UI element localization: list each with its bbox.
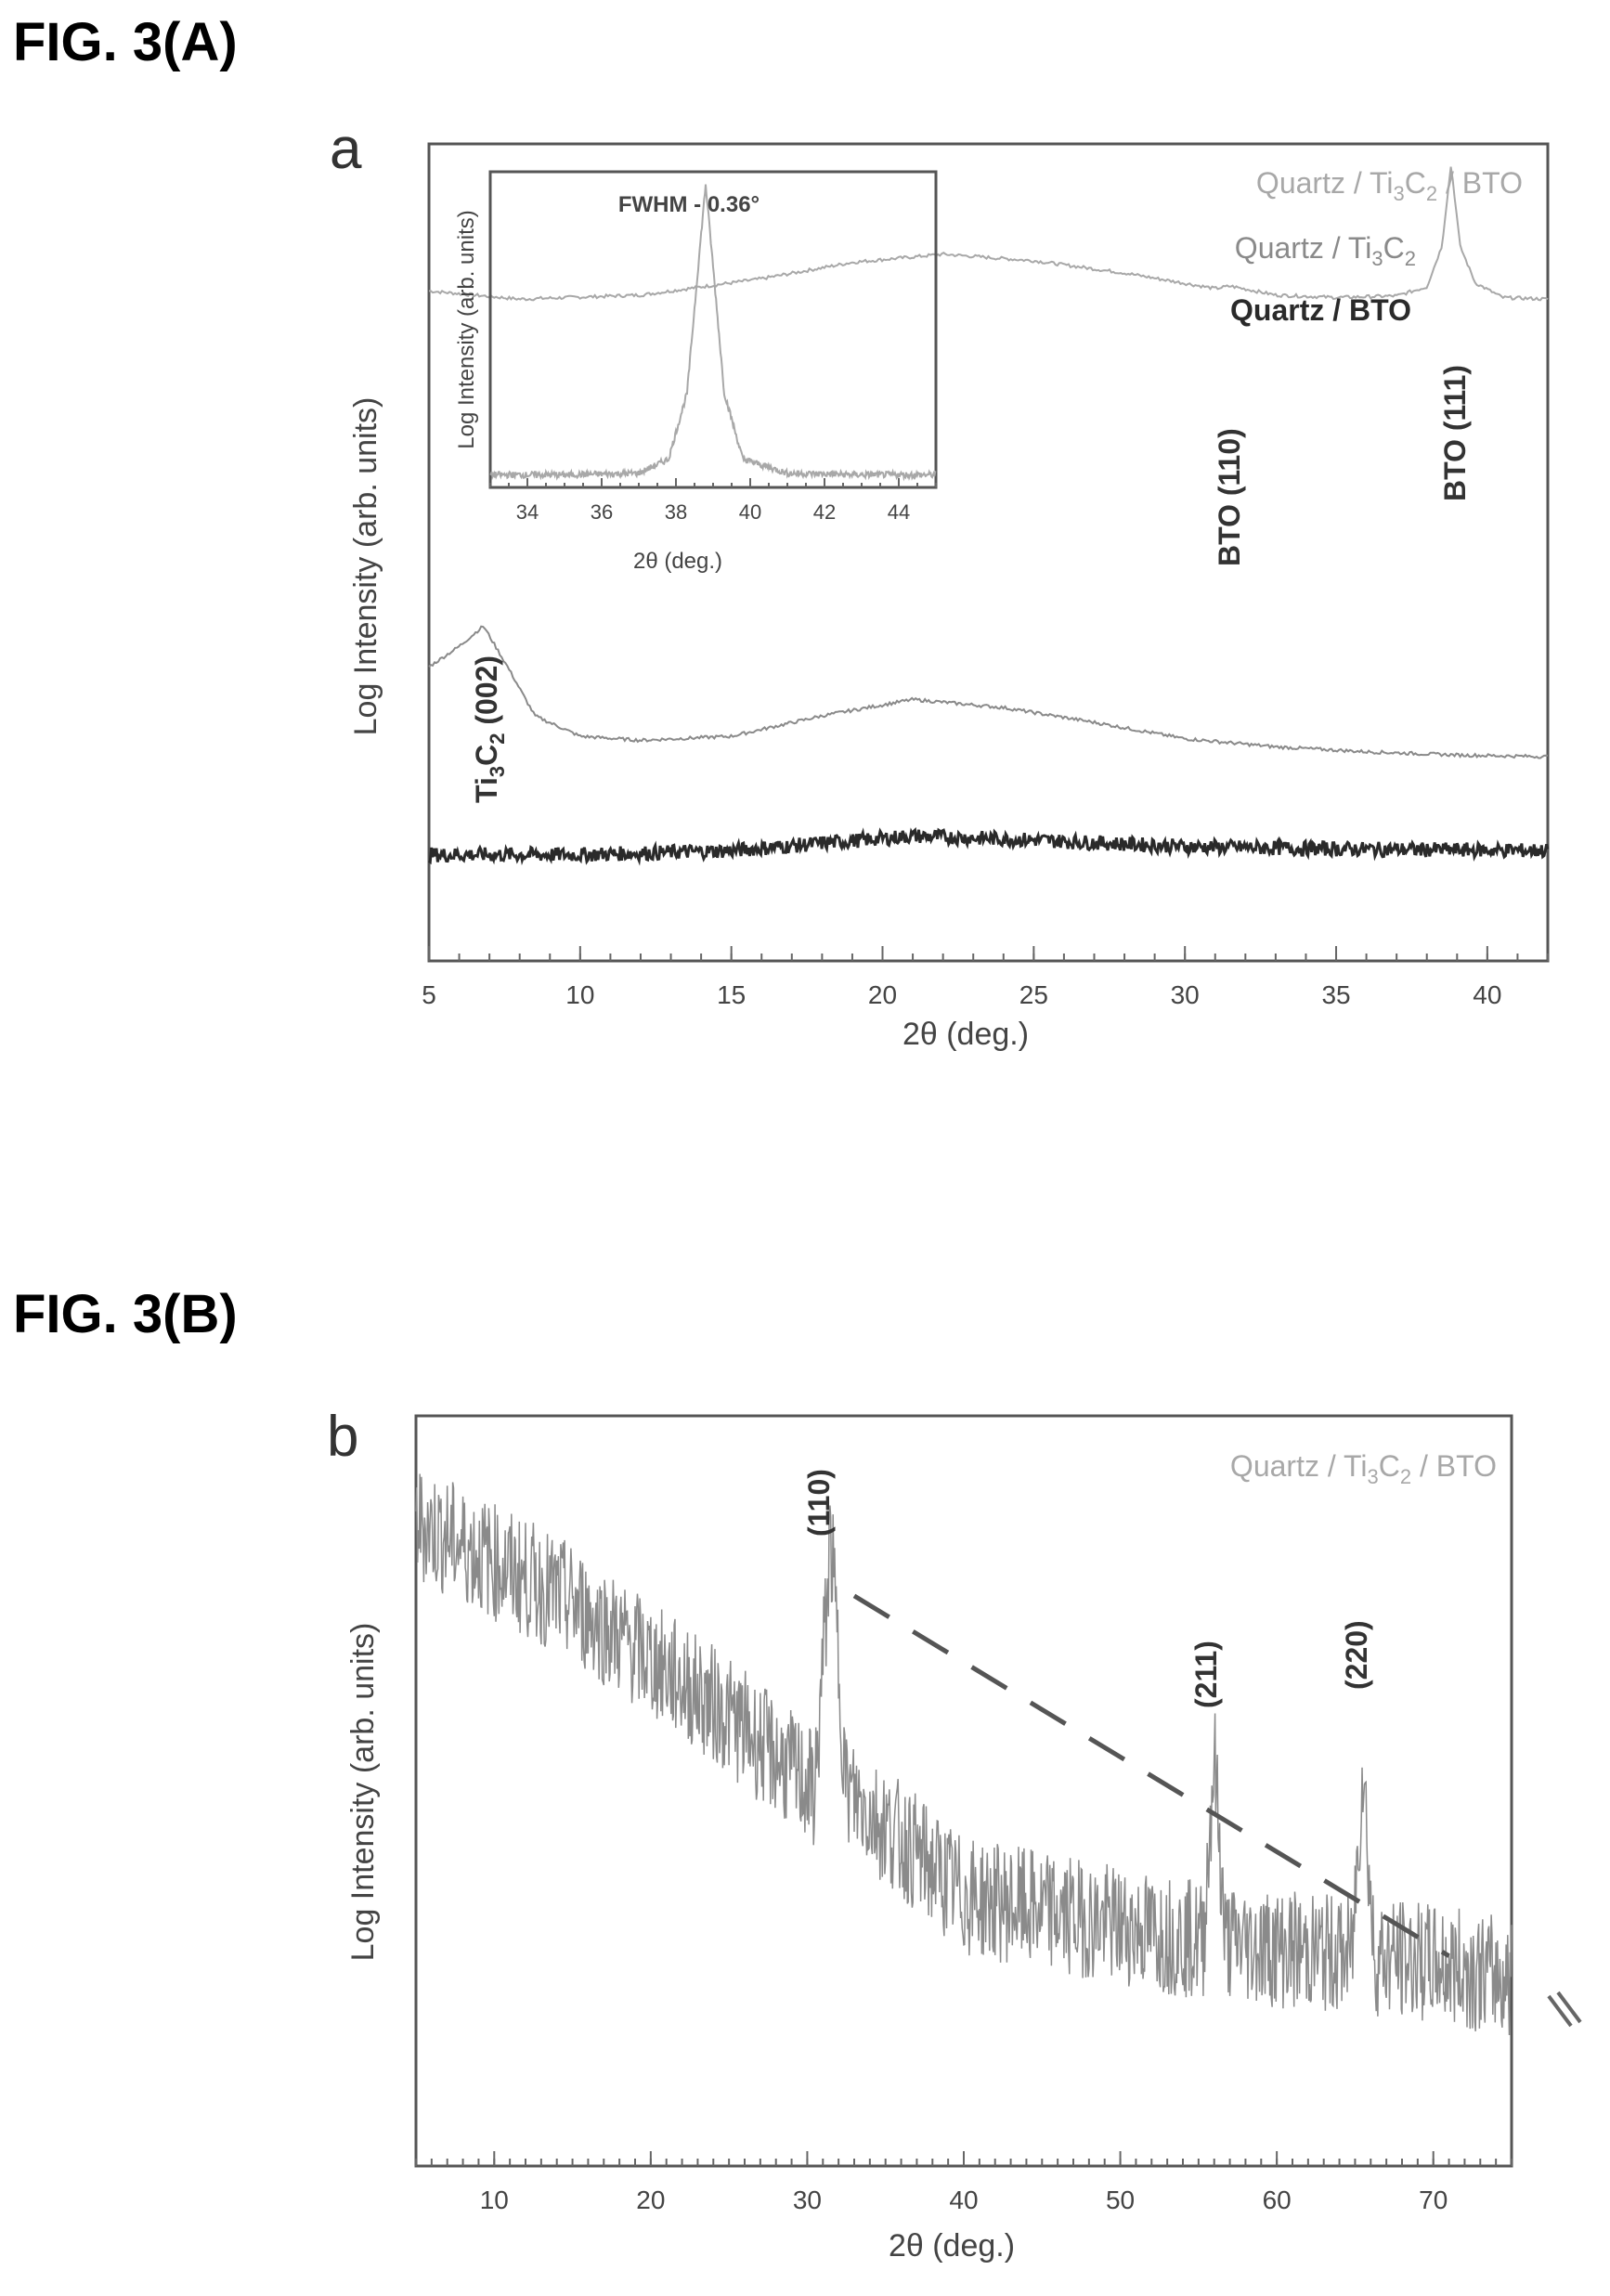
annotation-bto-111: BTO (111) bbox=[1438, 365, 1472, 501]
series-b-quartz-ti3c2-bto bbox=[415, 1473, 1513, 2036]
x-tick-label: 40 bbox=[739, 500, 761, 524]
x-tick-label: 40 bbox=[1473, 980, 1501, 1009]
x-tick-label: 40 bbox=[949, 2186, 978, 2214]
figure-a-label: FIG. 3(A) bbox=[13, 12, 238, 72]
inset-y-axis-title: Log Intensity (arb. units) bbox=[454, 210, 479, 448]
x-tick-label: 50 bbox=[1106, 2186, 1135, 2214]
legend-a-item-2: Quartz / Ti3C2 bbox=[1235, 231, 1416, 270]
annotation-b-211: (211) bbox=[1189, 1641, 1223, 1708]
x-tick-label: 5 bbox=[422, 980, 436, 1009]
chart-a-plot-frame bbox=[427, 142, 1550, 963]
x-tick-label: 15 bbox=[717, 980, 746, 1009]
inset-x-axis-title: 2θ (deg.) bbox=[633, 549, 722, 574]
x-tick-label: 30 bbox=[1171, 980, 1200, 1009]
x-tick-label: 10 bbox=[565, 980, 594, 1009]
x-tick-label: 20 bbox=[868, 980, 897, 1009]
chart-a-x-axis-title: 2θ (deg.) bbox=[902, 1017, 1029, 1052]
chart-a-legend: Quartz / Ti3C2 / BTO Quartz / Ti3C2 Quar… bbox=[1230, 166, 1523, 327]
x-tick-label: 25 bbox=[1019, 980, 1048, 1009]
series-a-quartz-bto bbox=[428, 826, 1550, 866]
x-tick-label: 30 bbox=[793, 2186, 822, 2214]
x-tick-label: 44 bbox=[888, 500, 910, 524]
series-inset-quartz-ti3c2-bto bbox=[489, 184, 937, 482]
chart-b-y-axis-title: Log Intensity (arb. units) bbox=[345, 1623, 381, 1962]
x-tick-label: 34 bbox=[516, 500, 539, 524]
x-tick-label: 36 bbox=[591, 500, 613, 524]
x-tick-label: 35 bbox=[1321, 980, 1350, 1009]
axis-break-mark bbox=[1547, 1991, 1582, 2028]
chart-a-y-axis-title: Log Intensity (arb. units) bbox=[348, 397, 383, 736]
series-a-quartz-ti3c2 bbox=[428, 625, 1549, 759]
annotation-ti3c2-002: Ti3C2 (002) bbox=[470, 655, 509, 803]
x-tick-label: 20 bbox=[636, 2186, 665, 2214]
annotation-b-110: (110) bbox=[802, 1469, 836, 1537]
legend-a-item-1: Quartz / Ti3C2 / BTO bbox=[1256, 166, 1523, 205]
legend-b-item-1: Quartz / Ti3C2 / BTO bbox=[1230, 1449, 1497, 1488]
x-tick-label: 70 bbox=[1419, 2186, 1448, 2214]
figure-b-label: FIG. 3(B) bbox=[13, 1284, 238, 1344]
annotation-b-220: (220) bbox=[1340, 1620, 1373, 1690]
x-tick-label: 60 bbox=[1263, 2186, 1292, 2214]
chart-b-x-axis-title: 2θ (deg.) bbox=[889, 2228, 1015, 2264]
guide-dashed-line bbox=[852, 1593, 1450, 1958]
inset-fwhm-label: FWHM - 0.36° bbox=[618, 192, 760, 217]
annotation-bto-110: BTO (110) bbox=[1213, 428, 1246, 566]
chart-b-plot-frame bbox=[414, 1414, 1513, 2168]
legend-a-item-3: Quartz / BTO bbox=[1230, 293, 1411, 327]
x-tick-label: 42 bbox=[813, 500, 836, 524]
panel-a-letter: a bbox=[330, 117, 362, 181]
chart-a-inset: 34 36 38 40 42 44 FWHM - 0.36° 2θ (deg.) Log … bbox=[454, 170, 938, 574]
series-a-quartz-ti3c2-bto bbox=[429, 166, 1549, 302]
panel-b-letter: b bbox=[327, 1405, 359, 1469]
x-tick-label: 38 bbox=[665, 500, 687, 524]
x-tick-label: 10 bbox=[480, 2186, 509, 2214]
chart-a: 5 10 15 20 25 30 35 40 2θ (deg.) Log Intensity … bbox=[348, 142, 1550, 1052]
